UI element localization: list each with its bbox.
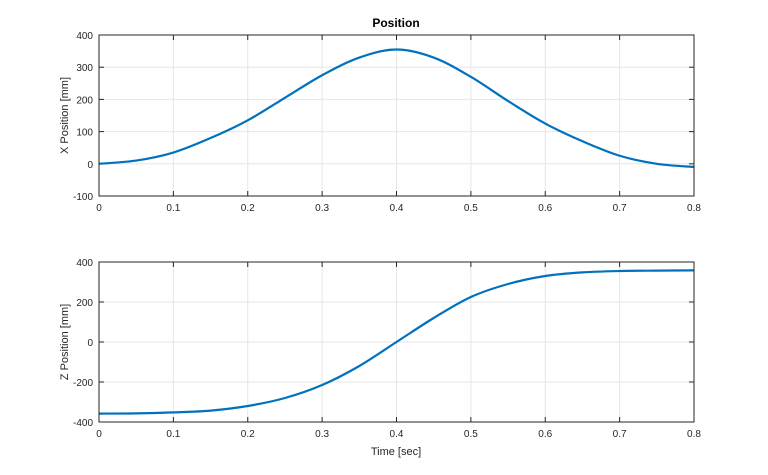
x-position-plot: 0 0.1 0.2 0.3 0.4 0.5 0.6 0.7 0.8-10001002003004…: [59, 31, 701, 214]
y-tick-label: 400: [76, 258, 93, 269]
y-tick-label: -200: [73, 378, 93, 389]
x-tick-label: 0.5: [464, 429, 478, 440]
y-tick-label: 200: [76, 95, 93, 106]
chart-title: Position: [372, 16, 419, 30]
x-axis-label: Time [sec]: [371, 446, 421, 458]
y-axis-label: X Position [mm]: [59, 77, 71, 154]
y-tick-label: 100: [76, 128, 93, 139]
x-tick-label: 0.7: [613, 429, 627, 440]
x-tick-label: 0.7: [613, 203, 627, 214]
y-tick-label: 0: [87, 160, 93, 171]
x-tick-label: 0.2: [241, 429, 255, 440]
y-axis-label: Z Position [mm]: [59, 304, 71, 380]
axes-box: [98, 34, 695, 197]
x-tick-label: 0.5: [464, 203, 478, 214]
axes-box: [98, 261, 695, 423]
y-tick-label: -400: [73, 418, 93, 429]
data-line: [98, 48, 695, 169]
y-tick-label: -100: [73, 192, 93, 203]
x-tick-label: 0.3: [315, 203, 329, 214]
y-tick-label: 300: [76, 63, 93, 74]
x-tick-label: 0.8: [687, 203, 701, 214]
y-tick-label: 200: [76, 298, 93, 309]
data-line: [98, 269, 695, 415]
y-tick-label: 400: [76, 31, 93, 42]
y-tick-label: 0: [87, 338, 93, 349]
x-tick-label: 0: [96, 203, 102, 214]
x-tick-label: 0.6: [538, 429, 552, 440]
x-tick-label: 0: [96, 429, 102, 440]
x-tick-label: 0.6: [538, 203, 552, 214]
x-tick-label: 0.8: [687, 429, 701, 440]
x-tick-label: 0.2: [241, 203, 255, 214]
x-tick-label: 0.1: [166, 429, 180, 440]
z-position-plot: 0 0.1 0.2 0.3 0.4 0.5 0.6 0.7 0.8 -400 -200 0 200 400…: [59, 258, 701, 440]
x-tick-label: 0.4: [390, 429, 404, 440]
x-tick-label: 0.1: [166, 203, 180, 214]
x-tick-label: 0.4: [390, 203, 404, 214]
x-tick-label: 0.3: [315, 429, 329, 440]
